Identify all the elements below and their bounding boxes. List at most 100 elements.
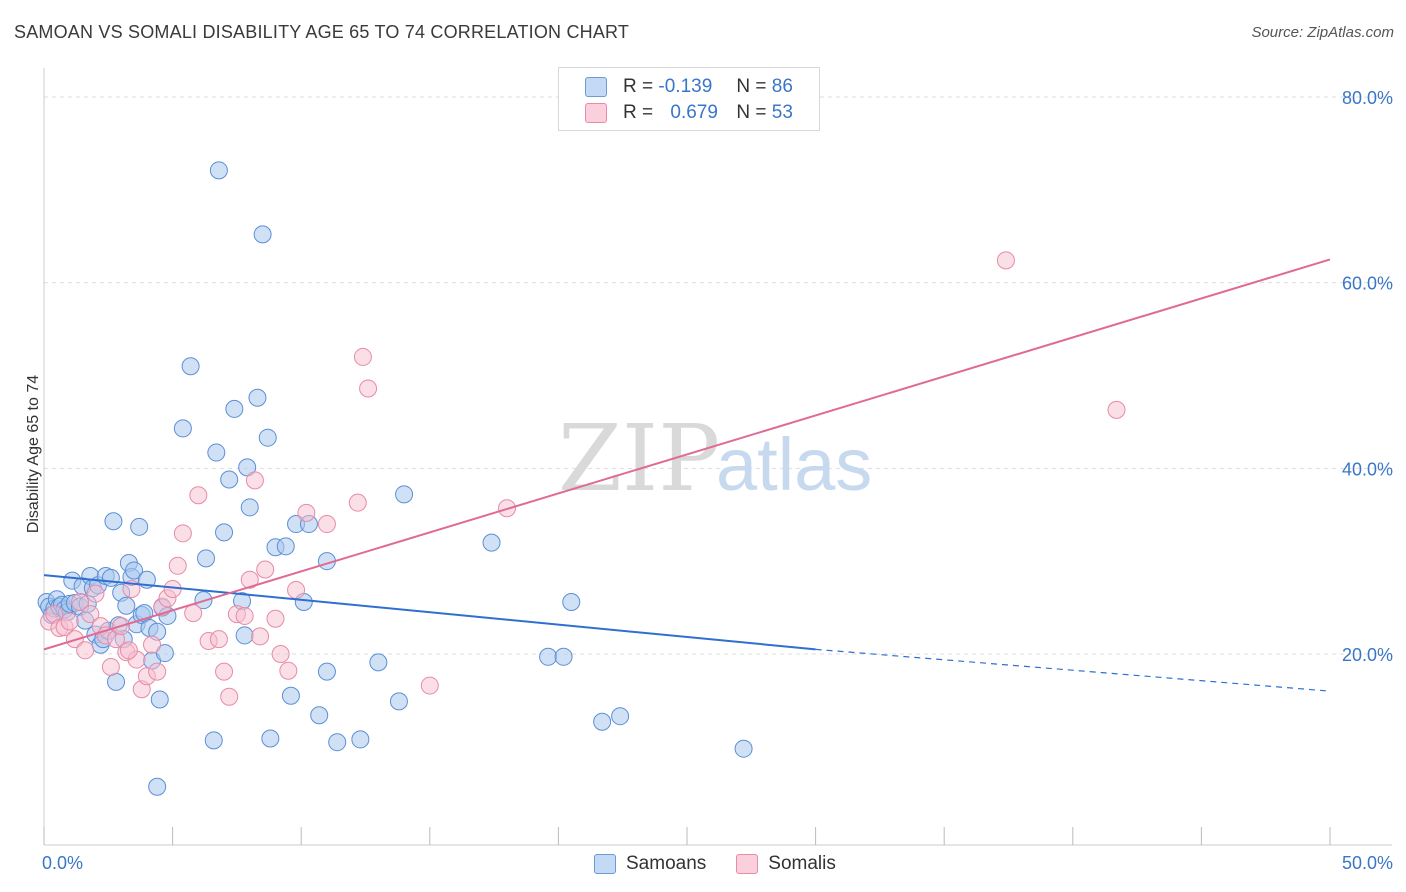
samoans-point	[240, 498, 259, 517]
samoans-point	[281, 686, 300, 705]
samoans-point	[220, 470, 239, 489]
somalis-point	[256, 560, 275, 579]
samoans-point	[209, 161, 228, 180]
n-label: N =	[736, 102, 767, 123]
samoans-point	[258, 428, 277, 447]
samoans-point	[181, 357, 200, 376]
somalis-trend-line	[43, 258, 1331, 651]
samoans-point	[197, 549, 216, 568]
samoans-point	[734, 739, 753, 758]
somalis-point	[168, 556, 187, 575]
samoans-point	[235, 626, 254, 645]
n-value: 53	[771, 102, 793, 123]
somalis-point	[420, 676, 439, 695]
legend-item-somalis[interactable]: Somalis	[736, 853, 836, 875]
correlation-legend: R = -0.139 N = 86 R = 0.679 N = 53	[558, 67, 820, 131]
samoans-point	[328, 733, 347, 752]
grid	[44, 96, 1392, 655]
samoans-point	[562, 593, 581, 612]
y-tick-label: 20.0%	[1342, 645, 1393, 665]
chart-title: SAMOAN VS SOMALI DISABILITY AGE 65 TO 74…	[14, 22, 630, 42]
somalis-point	[148, 662, 167, 681]
somalis-point	[189, 486, 208, 505]
somalis-point	[81, 605, 100, 624]
legend-row-somalis: R = 0.679 N = 53	[585, 101, 793, 125]
somalis-points	[40, 251, 1126, 706]
series-legend: Samoans Somalis	[594, 852, 866, 876]
samoans-point	[130, 517, 149, 536]
x-tick-label: 0.0%	[42, 853, 83, 873]
samoans-point	[117, 596, 136, 615]
somalis-point	[271, 645, 290, 663]
samoans-point	[369, 653, 388, 672]
r-label: R =	[623, 76, 654, 97]
somalis-point	[86, 584, 105, 603]
samoans-point	[317, 662, 336, 681]
somalis-point	[996, 251, 1015, 270]
source-label: Source: ZipAtlas.com	[1251, 24, 1394, 41]
y-tick-label: 60.0%	[1342, 274, 1393, 294]
somalis-point	[76, 641, 95, 660]
somalis-point	[240, 570, 259, 589]
samoans-trend-line	[43, 574, 816, 651]
somalis-point	[119, 641, 138, 660]
legend-item-samoans[interactable]: Samoans	[594, 853, 706, 875]
somalis-point	[348, 493, 367, 512]
samoans-point	[148, 777, 167, 796]
samoans-point	[611, 707, 630, 726]
samoans-point	[248, 388, 267, 407]
axes	[43, 68, 1392, 846]
r-value: 0.679	[670, 102, 718, 123]
samoans-point	[261, 729, 280, 748]
somalis-point	[279, 661, 298, 680]
somalis-point	[235, 606, 254, 625]
samoans-point	[155, 644, 174, 663]
tick-labels: 20.0% 40.0% 60.0% 80.0% 0.0% 50.0%	[42, 88, 1393, 873]
somalis-point	[173, 524, 192, 543]
somalis-point	[215, 662, 234, 681]
samoans-point	[276, 537, 295, 556]
somalis-point	[60, 612, 79, 631]
samoans-point	[351, 730, 370, 749]
somalis-point	[71, 593, 90, 612]
samoans-point	[204, 731, 223, 750]
samoans-point	[101, 568, 120, 587]
r-value: -0.139	[658, 76, 713, 97]
y-tick-label: 80.0%	[1342, 88, 1393, 108]
watermark: ZIP atlas	[558, 405, 872, 512]
samoans-point	[215, 523, 234, 542]
samoans-swatch	[585, 77, 607, 97]
samoans-swatch	[594, 854, 616, 874]
legend-label-somalis: Somalis	[768, 853, 836, 874]
legend-row-samoans: R = -0.139 N = 86	[585, 75, 793, 99]
samoans-point	[310, 706, 329, 725]
samoans-point	[150, 690, 169, 709]
watermark-zip: ZIP	[558, 405, 720, 512]
somalis-point	[287, 580, 306, 599]
somalis-point	[220, 687, 239, 706]
somalis-point	[209, 630, 228, 649]
somalis-swatch	[736, 854, 759, 874]
r-label: R =	[623, 102, 654, 123]
y-axis-title: Disability Age 65 to 74	[25, 374, 42, 534]
somalis-point	[251, 627, 270, 646]
samoans-point	[104, 512, 123, 531]
samoans-point	[554, 647, 573, 666]
somalis-point	[317, 515, 336, 534]
n-label: N =	[736, 76, 767, 97]
somalis-point	[266, 609, 285, 628]
n-value: 86	[771, 76, 793, 97]
samoans-point	[225, 399, 244, 418]
samoans-point	[125, 561, 144, 580]
samoans-point	[207, 443, 226, 462]
samoans-point	[389, 692, 408, 711]
samoans-point	[482, 533, 501, 552]
somalis-point	[143, 635, 162, 654]
samoans-point	[253, 225, 272, 244]
somalis-point	[245, 471, 264, 490]
samoans-point	[593, 712, 612, 731]
samoans-point	[539, 647, 558, 666]
samoans-trend-extension	[815, 648, 1331, 692]
somalis-point	[359, 379, 378, 398]
